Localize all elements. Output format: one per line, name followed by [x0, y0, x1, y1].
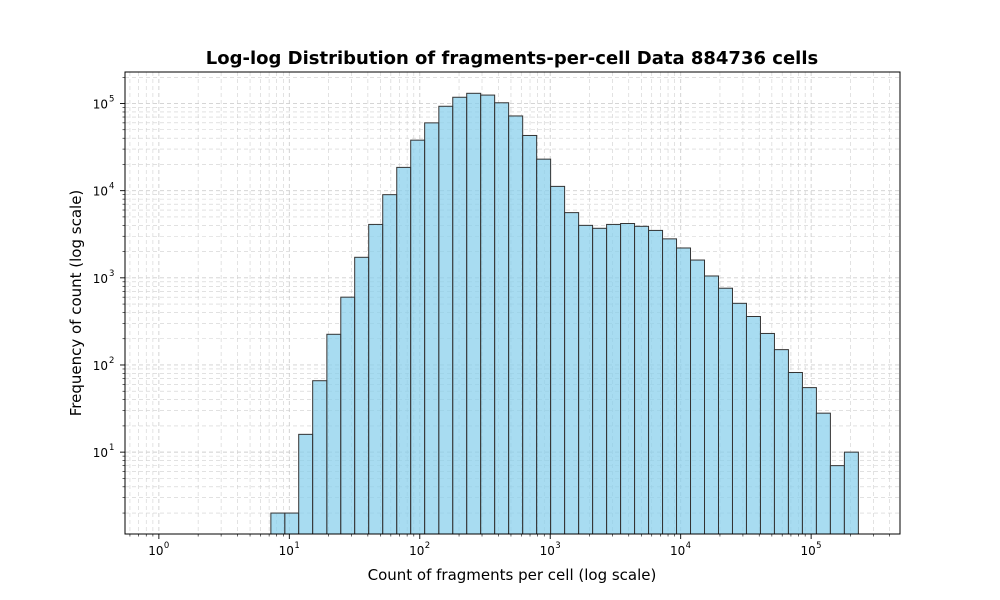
bars-group — [270, 92, 859, 535]
histogram-bar — [494, 102, 510, 535]
x-tick-label-base: 10 — [540, 544, 555, 558]
histogram-bar — [452, 96, 468, 535]
y-axis-label: Frequency of count (log scale) — [67, 190, 85, 417]
y-tick-label-exponent: 2 — [109, 356, 114, 366]
histogram-bar — [438, 105, 454, 535]
x-tick-label: 10 5 — [800, 541, 821, 558]
y-tick-label: 10 5 — [93, 95, 115, 112]
x-tick-label: 10 0 — [148, 541, 169, 558]
x-tick-label-exponent: 4 — [686, 541, 691, 551]
histogram-bar — [801, 387, 817, 535]
histogram-bar — [829, 465, 845, 535]
x-tick-label: 10 2 — [409, 541, 430, 558]
histogram-bar — [354, 256, 370, 535]
histogram-bar — [676, 247, 692, 535]
x-tick-label-exponent: 1 — [294, 541, 299, 551]
x-axis-ticks: 10 0 10 1 10 2 10 3 10 4 10 5 — [129, 534, 890, 558]
histogram-bar — [550, 185, 566, 535]
histogram-bar — [717, 287, 733, 535]
plot-frame — [124, 71, 901, 535]
y-tick-label: 10 2 — [93, 356, 115, 373]
x-tick-label-exponent: 2 — [425, 541, 430, 551]
histogram-bar — [578, 224, 594, 535]
histogram-bar — [340, 296, 356, 535]
histogram-bar — [368, 223, 384, 535]
x-tick-label: 10 3 — [540, 541, 561, 558]
histogram-bar — [745, 316, 761, 535]
histogram-bar — [634, 225, 650, 535]
histogram-bar — [298, 433, 314, 535]
histogram-bar — [480, 94, 496, 535]
y-tick-label-exponent: 5 — [109, 95, 114, 105]
y-tick-label: 10 3 — [93, 269, 115, 286]
histogram-bar — [326, 333, 342, 535]
y-tick-label-base: 10 — [93, 185, 108, 199]
y-tick-label-base: 10 — [93, 98, 108, 112]
x-tick-label-exponent: 0 — [164, 541, 169, 551]
histogram-bar — [564, 212, 580, 535]
histogram-bar — [382, 194, 398, 535]
histogram-bar — [843, 451, 859, 535]
x-tick-label: 10 1 — [279, 541, 300, 558]
histogram-bar — [606, 223, 622, 535]
histogram-bar — [787, 371, 803, 535]
y-tick-label-exponent: 4 — [109, 182, 114, 192]
histogram-bar — [522, 134, 538, 535]
y-tick-label-base: 10 — [93, 359, 108, 373]
histogram-bar — [815, 412, 831, 535]
x-tick-label: 10 4 — [670, 541, 691, 558]
histogram-bar — [536, 158, 552, 535]
x-tick-label-base: 10 — [800, 544, 815, 558]
x-tick-label-exponent: 5 — [816, 541, 821, 551]
chart-title: Log-log Distribution of fragments-per-ce… — [206, 48, 818, 69]
histogram-bar — [690, 259, 706, 535]
histogram-bar — [508, 115, 524, 535]
histogram-bar — [396, 166, 412, 535]
y-tick-label-base: 10 — [93, 272, 108, 286]
y-tick-label-exponent: 1 — [109, 443, 114, 453]
x-tick-label-base: 10 — [279, 544, 294, 558]
histogram-bar — [410, 139, 426, 535]
histogram-bar — [704, 275, 719, 535]
histogram-bar — [662, 238, 678, 535]
y-tick-label: 10 1 — [93, 443, 115, 460]
histogram-bar — [270, 512, 286, 535]
y-tick-label-base: 10 — [93, 446, 108, 460]
histogram-bar — [424, 122, 440, 535]
histogram-bar — [466, 92, 482, 535]
histogram-bar — [731, 302, 747, 535]
histogram-bar — [620, 223, 636, 535]
y-tick-label: 10 4 — [93, 182, 115, 199]
x-tick-label-base: 10 — [670, 544, 685, 558]
histogram-bar — [759, 332, 775, 535]
x-tick-label-exponent: 3 — [555, 541, 560, 551]
y-tick-label-exponent: 3 — [109, 269, 114, 279]
x-axis-label: Count of fragments per cell (log scale) — [368, 566, 657, 584]
x-tick-label-base: 10 — [409, 544, 424, 558]
histogram-bar — [284, 512, 300, 535]
x-tick-label-base: 10 — [148, 544, 163, 558]
histogram-bar — [312, 380, 328, 535]
histogram-bar — [592, 227, 608, 535]
histogram-bar — [773, 349, 789, 535]
histogram-bar — [648, 229, 664, 535]
